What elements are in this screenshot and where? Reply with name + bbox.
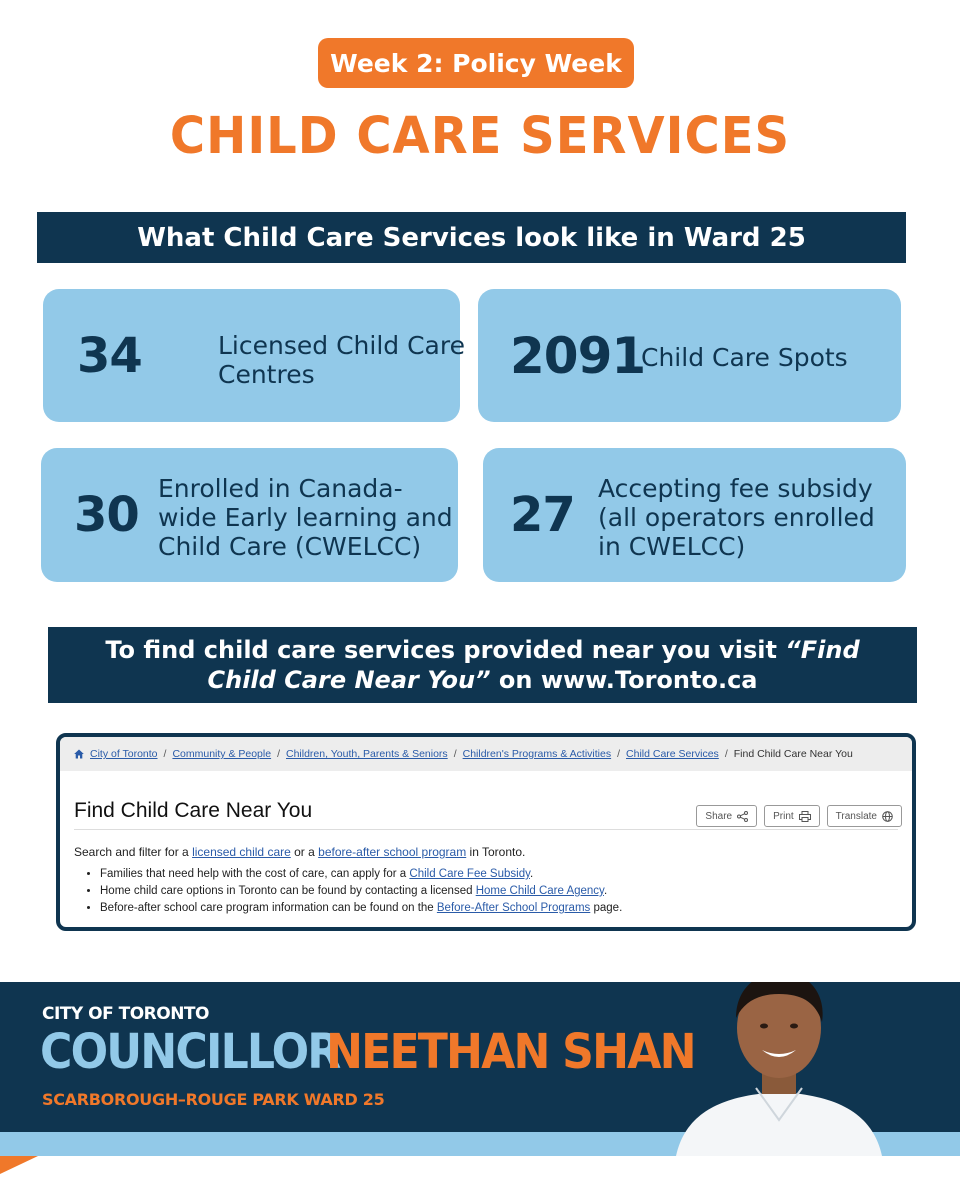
stat-number: 30 [74, 487, 140, 543]
cta-url: on www.Toronto.ca [490, 666, 758, 694]
translate-button[interactable]: Translate [826, 805, 902, 827]
breadcrumb: City of Toronto / Community & People / Chi… [60, 737, 912, 771]
breadcrumb-link[interactable]: City of Toronto [90, 748, 158, 760]
stat-card-subsidy: 27 Accepting fee subsidy (all operators … [483, 448, 906, 582]
webpage-bullets: Families that need help with the cost of… [100, 866, 622, 917]
breadcrumb-link[interactable]: Children, Youth, Parents & Seniors [286, 748, 448, 760]
stat-card-spots: 2091 Child Care Spots [478, 289, 901, 422]
stat-number: 27 [510, 487, 576, 543]
print-icon [798, 810, 811, 822]
cta-banner: To find child care services provided nea… [48, 627, 917, 703]
stat-label: Enrolled in Canada-wide Early learning a… [158, 474, 453, 561]
fee-subsidy-link[interactable]: Child Care Fee Subsidy [409, 868, 530, 880]
stat-card-cwelcc: 30 Enrolled in Canada-wide Early learnin… [41, 448, 458, 582]
licensed-child-care-link[interactable]: licensed child care [192, 845, 291, 859]
councillor-name: NEETHAN SHAN [326, 1024, 697, 1080]
webpage-intro: Search and filter for a licensed child c… [74, 845, 526, 859]
divider [74, 829, 898, 830]
week-badge: Week 2: Policy Week [318, 38, 634, 88]
print-button[interactable]: Print [764, 805, 820, 827]
councillor-portrait [676, 982, 882, 1156]
role-label: COUNCILLOR [40, 1024, 341, 1080]
stat-label: Accepting fee subsidy (all operators enr… [598, 474, 875, 561]
ward-label: SCARBOROUGH–ROUGE PARK WARD 25 [42, 1090, 385, 1109]
before-after-school-link[interactable]: before-after school program [318, 845, 467, 859]
webpage-heading: Find Child Care Near You [74, 799, 313, 822]
globe-icon [882, 810, 893, 822]
city-label: CITY OF TORONTO [42, 1004, 209, 1024]
cta-text: To find child care services provided nea… [105, 636, 786, 664]
before-after-programs-link[interactable]: Before-After School Programs [436, 902, 591, 914]
share-icon [737, 810, 749, 822]
councillor-footer: CITY OF TORONTO COUNCILLOR NEETHAN SHAN … [0, 982, 960, 1200]
share-label: Share [705, 810, 733, 822]
home-child-care-link[interactable]: Home Child Care Agency [475, 885, 604, 897]
breadcrumb-current: Find Child Care Near You [733, 748, 853, 760]
breadcrumb-link[interactable]: Child Care Services [626, 748, 719, 760]
stat-label: Child Care Spots [641, 343, 848, 372]
cta-link-text: “Find Child Care Near You” [207, 636, 860, 694]
webpage-screenshot: City of Toronto / Community & People / Chi… [56, 733, 916, 931]
page-title: CHILD CARE SERVICES [169, 106, 791, 166]
share-button[interactable]: Share [696, 805, 758, 827]
list-item: Families that need help with the cost of… [100, 866, 622, 883]
stat-label: Licensed Child Care Centres [218, 331, 465, 389]
section-heading: What Child Care Services look like in Wa… [37, 212, 906, 263]
list-item: Home child care options in Toronto can b… [100, 883, 622, 900]
stat-card-centres: 34 Licensed Child Care Centres [43, 289, 465, 422]
translate-label: Translate [835, 810, 877, 822]
breadcrumb-link[interactable]: Community & People [172, 748, 272, 760]
orange-accent [0, 1156, 38, 1174]
breadcrumb-link[interactable]: Children's Programs & Activities [462, 748, 612, 760]
home-icon [74, 749, 84, 759]
print-label: Print [773, 810, 794, 822]
stat-number: 2091 [510, 326, 646, 385]
list-item: Before-after school care program informa… [100, 900, 622, 917]
stat-number: 34 [77, 327, 143, 384]
